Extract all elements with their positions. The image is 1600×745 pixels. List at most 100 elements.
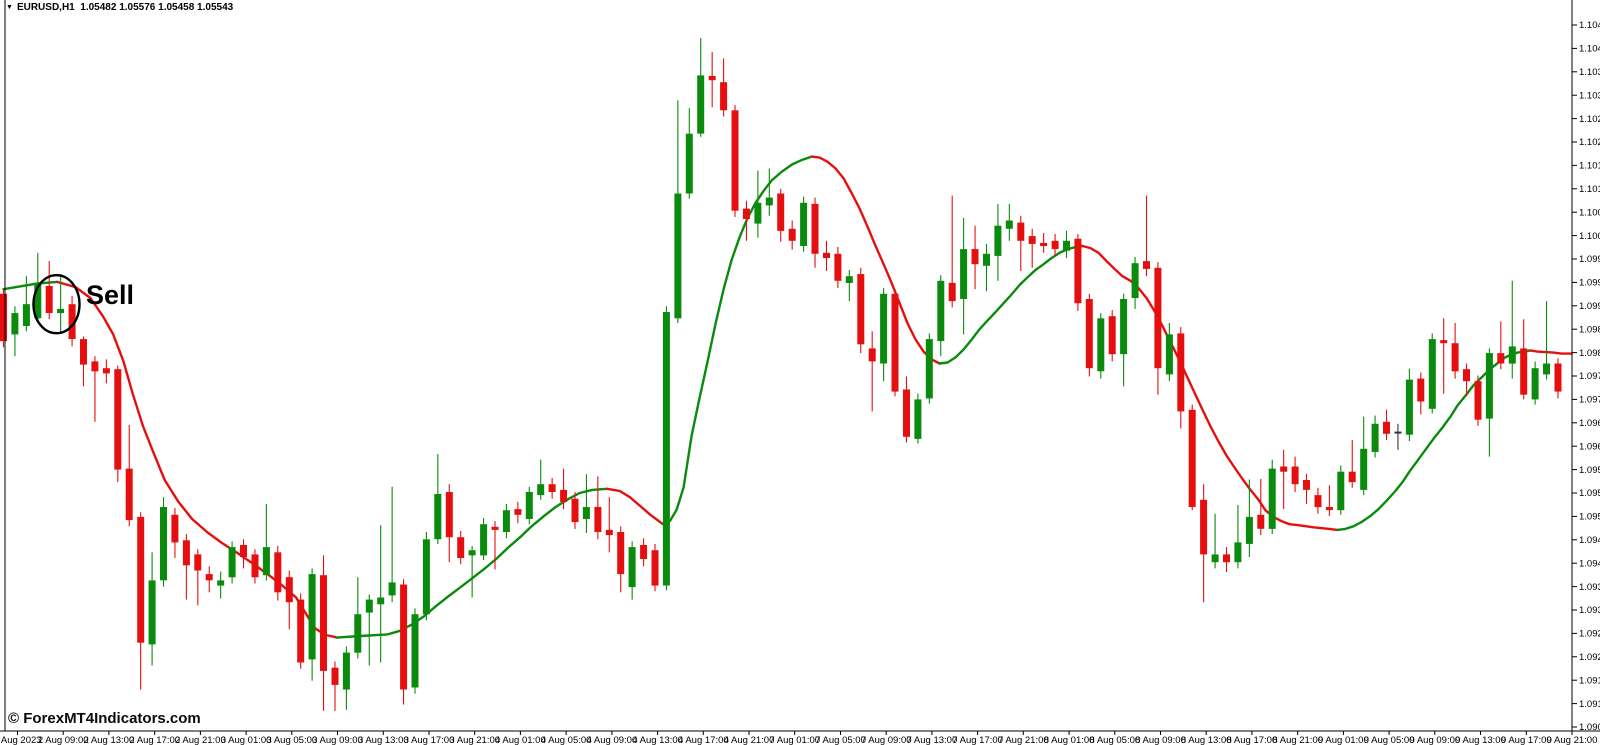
price-tick-label: 1.09590 [1579,465,1600,476]
price-tick-label: 1.10220 [1579,137,1600,148]
price-tick-label: 1.09185 [1579,675,1600,686]
candle [685,133,693,194]
sell-annotation-label: Sell [86,280,135,310]
candle [228,547,236,578]
candle [1371,423,1379,452]
candle [731,110,739,211]
price-tick-label: 1.09815 [1579,348,1600,359]
candle [525,492,533,519]
price-tick-label: 1.09230 [1579,652,1600,663]
ma-line [2,155,1573,639]
time-tick-label: 2 Aug 13:00 [84,735,135,745]
candle [1257,514,1265,529]
candle [445,492,453,538]
candle [1074,238,1082,304]
candle [1120,299,1128,355]
candle [1040,242,1048,246]
candle [308,574,316,660]
time-tick-label: 7 Aug 09:00 [861,735,912,745]
candle [22,304,30,326]
candle [571,498,579,523]
candle [1337,471,1345,511]
candle [411,614,419,688]
price-tick-label: 1.09950 [1579,278,1600,289]
price-tick-label: 1.09635 [1579,441,1600,452]
candle [1234,542,1242,563]
time-tick-label: 7 Aug 17:00 [952,735,1003,745]
time-tick-label: 4 Aug 05:00 [541,735,592,745]
candle [1314,495,1322,508]
price-tick-label: 1.09410 [1579,558,1600,569]
candle [205,574,213,581]
time-tick-label: 2 Aug 17:00 [129,735,180,745]
candle [320,575,327,671]
candle [480,524,488,556]
time-tick-label: 9 Aug 13:00 [1455,735,1506,745]
candle [57,308,65,314]
symbol-dropdown-icon[interactable]: ▼ [6,3,13,11]
candle [1520,348,1528,395]
candle [720,82,728,111]
candle [1097,318,1105,372]
candle [91,361,99,372]
price-tick-label: 1.10265 [1579,114,1600,125]
candle [377,597,385,605]
candle [1497,353,1505,364]
time-tick-label: 7 Aug 05:00 [815,735,866,745]
candle [937,280,945,342]
candle [834,253,842,281]
time-tick-label: 2 Aug 09:00 [38,735,89,745]
time-tick-label: 9 Aug 17:00 [1501,735,1552,745]
candles-layer [0,38,1562,711]
candle [777,193,785,231]
candle [68,304,76,339]
candle [1051,240,1059,250]
price-tick-label: 1.09320 [1579,605,1600,616]
candle [662,312,670,586]
candle [365,599,373,613]
candle [880,293,888,364]
price-tick-label: 1.09455 [1579,535,1600,546]
candle [251,554,259,578]
candle [823,252,830,258]
time-tick-label: 8 Aug 01:00 [1044,735,1095,745]
candle [971,249,979,265]
candle [1360,448,1368,490]
candle [1063,240,1070,251]
candle [765,197,773,206]
candle [800,202,808,246]
candle [114,369,122,470]
candle [994,225,1002,256]
candle [674,193,682,319]
time-tick-label: 4 Aug 09:00 [587,735,638,745]
candle [1463,369,1470,382]
candle [628,547,636,588]
candle [262,547,270,576]
candle [811,203,819,254]
price-axis: 1.10445 1.10400 1.10355 1.10310 1.10265 1.102… [1572,20,1600,733]
time-tick-label: 7 Aug 21:00 [998,735,1049,745]
candle [491,526,499,530]
price-tick-label: 1.10130 [1579,184,1600,195]
candle [422,539,430,615]
candle [1268,468,1276,529]
candle [560,489,568,502]
candle [754,202,762,224]
price-tick-label: 1.10355 [1579,67,1600,78]
candle [331,667,339,685]
candle [960,249,968,299]
watermark: © ForexMT4Indicators.com [8,710,201,727]
candle [1177,333,1185,412]
time-tick-label: 9 Aug 05:00 [1364,735,1415,745]
candle [1440,340,1448,344]
candle [857,274,865,345]
candle [1554,363,1562,392]
time-tick-label: 8 Aug 21:00 [1272,735,1323,745]
candle [137,516,145,643]
time-tick-label: 8 Aug 17:00 [1227,735,1278,745]
candle [102,368,110,374]
candle [34,282,42,319]
